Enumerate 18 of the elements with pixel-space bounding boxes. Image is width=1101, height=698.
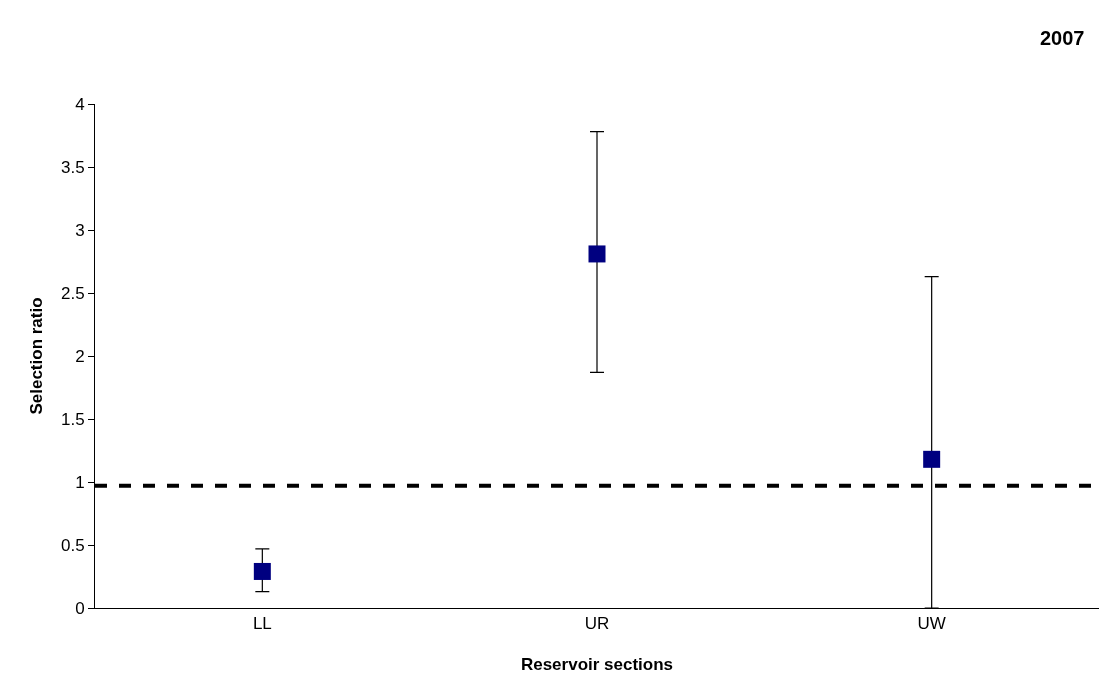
y-tick-label: 1.5 [60, 409, 85, 429]
y-tick-label: 2 [75, 346, 85, 366]
y-tick-label: 2.5 [60, 283, 85, 303]
y-tick-label: 1 [75, 472, 85, 492]
x-tick-label: UW [917, 614, 946, 634]
y-tick-label: 3.5 [60, 157, 85, 177]
y-axis-title: Selection ratio [26, 297, 46, 415]
y-tick-label: 3 [75, 220, 85, 240]
x-tick-label: LL [252, 614, 272, 634]
y-tick-label: 0 [75, 598, 85, 618]
point [923, 450, 941, 468]
point [588, 245, 606, 263]
x-tick-label: UR [584, 614, 610, 634]
y-tick-label: 0.5 [60, 535, 85, 555]
point [253, 562, 271, 580]
x-axis-title: Reservoir sections [520, 654, 674, 674]
y-tick-label: 4 [75, 94, 85, 114]
chart-title: 2007 [1039, 27, 1085, 50]
